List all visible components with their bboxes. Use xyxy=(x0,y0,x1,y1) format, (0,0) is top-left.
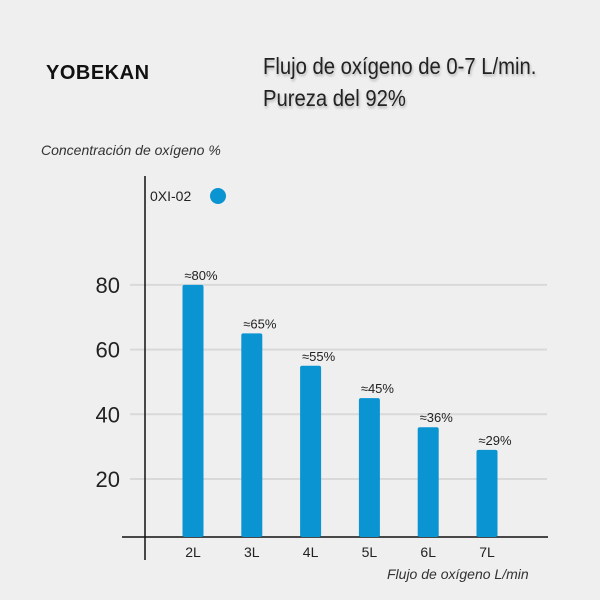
x-tick-label: 5L xyxy=(362,544,378,560)
bar-4L xyxy=(300,365,322,537)
chart-title: Flujo de oxígeno de 0-7 L/min. Pureza de… xyxy=(263,50,536,114)
x-tick-label: 4L xyxy=(303,544,319,560)
x-axis-label: Flujo de oxígeno L/min xyxy=(387,566,529,582)
y-tick-label: 60 xyxy=(96,338,120,363)
x-tick-label: 2L xyxy=(185,544,201,560)
bar-3L xyxy=(241,333,263,537)
bar-5L xyxy=(358,398,380,537)
data-label: ≈29% xyxy=(478,433,512,448)
data-label: ≈55% xyxy=(302,349,336,364)
bar-7L xyxy=(476,449,498,537)
title-line-1: Flujo de oxígeno de 0-7 L/min. xyxy=(263,53,537,79)
y-tick-label: 40 xyxy=(96,402,120,427)
data-label: ≈45% xyxy=(361,381,395,396)
legend-label: 0XI-02 xyxy=(150,188,191,204)
x-tick-label: 7L xyxy=(479,544,495,560)
brand-logo: YOBEKAN xyxy=(46,62,150,84)
legend-marker xyxy=(210,188,226,204)
bar-6L xyxy=(417,427,439,537)
data-label: ≈36% xyxy=(420,410,454,425)
y-tick-label: 80 xyxy=(96,273,120,298)
bar-2L xyxy=(182,284,204,537)
y-tick-label: 20 xyxy=(96,467,120,492)
data-label: ≈80% xyxy=(184,268,218,283)
title-line-2: Pureza del 92% xyxy=(263,85,406,111)
x-tick-label: 6L xyxy=(420,544,436,560)
x-tick-label: 3L xyxy=(244,544,260,560)
y-axis-label: Concentración de oxígeno % xyxy=(41,142,221,158)
data-label: ≈65% xyxy=(243,316,277,331)
